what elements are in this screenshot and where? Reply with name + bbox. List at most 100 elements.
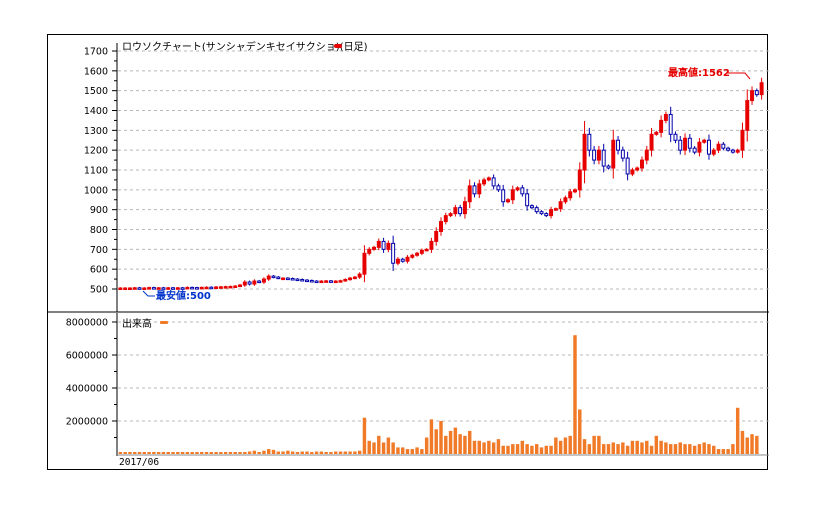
stock-chart: 500 600 700 800 900 1000 1100 1200 1300 1400 1500 1… bbox=[48, 40, 769, 468]
volume-bar bbox=[525, 444, 529, 454]
volume-bar bbox=[582, 439, 587, 454]
volume-bar bbox=[534, 444, 539, 454]
candle-body bbox=[730, 149, 735, 153]
volume-bar bbox=[573, 335, 577, 454]
candle-body bbox=[616, 139, 621, 151]
candle-body bbox=[678, 139, 683, 151]
volume-bar bbox=[267, 449, 271, 454]
candle-body bbox=[118, 287, 123, 291]
candle-body bbox=[204, 286, 209, 290]
volume-bar bbox=[367, 440, 371, 454]
candle-body bbox=[247, 281, 252, 285]
lowest-price-leader bbox=[142, 290, 155, 297]
candle-body bbox=[525, 193, 530, 207]
volume-bar bbox=[128, 452, 132, 454]
candle-body bbox=[142, 287, 147, 291]
volume-bar bbox=[558, 440, 563, 454]
volume-bar bbox=[314, 451, 319, 454]
volume-bar bbox=[487, 440, 491, 454]
price-tick-label: 600 bbox=[90, 265, 108, 276]
volume-bar bbox=[142, 452, 147, 454]
volume-bar bbox=[721, 449, 726, 454]
candle-body bbox=[501, 189, 506, 203]
candle-body bbox=[309, 279, 314, 283]
volume-bar bbox=[286, 450, 290, 454]
volume-bar bbox=[592, 435, 596, 454]
candles bbox=[118, 77, 764, 291]
volume-bar bbox=[152, 452, 156, 454]
price-tick-label: 1500 bbox=[84, 86, 108, 97]
volume-bar bbox=[716, 449, 721, 454]
volume-bar bbox=[678, 442, 682, 454]
volume-bar bbox=[482, 442, 486, 454]
volume-bar bbox=[214, 452, 218, 454]
candle-body bbox=[573, 189, 577, 193]
volume-bar bbox=[204, 452, 209, 454]
volume-bar bbox=[453, 427, 458, 454]
volume-bar bbox=[238, 452, 242, 454]
volume-bar bbox=[668, 444, 673, 454]
candle-body bbox=[338, 280, 343, 283]
volume-bar bbox=[166, 452, 170, 454]
candle-body bbox=[405, 256, 410, 262]
price-tick-label: 700 bbox=[90, 245, 108, 256]
candle-body bbox=[233, 285, 238, 289]
candle-body bbox=[319, 280, 324, 284]
candle-body bbox=[635, 167, 640, 171]
candle-body bbox=[711, 149, 716, 155]
candle-body bbox=[754, 90, 759, 96]
candle-body bbox=[185, 286, 190, 290]
volume-bar bbox=[257, 452, 261, 454]
candle-body bbox=[400, 258, 405, 262]
volume-bar bbox=[640, 442, 644, 454]
candle-body bbox=[166, 287, 171, 290]
candle-body bbox=[242, 281, 247, 286]
volume-bar bbox=[472, 440, 477, 454]
candle-body bbox=[372, 246, 376, 250]
candle-body bbox=[663, 113, 668, 121]
candle-body bbox=[266, 275, 271, 280]
candle-body bbox=[367, 248, 372, 254]
volume-legend-swatch bbox=[160, 321, 168, 324]
candle-body bbox=[410, 254, 415, 258]
volume-bar bbox=[539, 447, 544, 454]
volume-tick-label: 8000000 bbox=[66, 318, 108, 329]
volume-bar bbox=[434, 429, 438, 454]
candle-body bbox=[596, 149, 601, 161]
candle-body bbox=[348, 277, 353, 281]
candle-body bbox=[745, 100, 750, 131]
candle-body bbox=[132, 287, 137, 290]
candle-body bbox=[391, 242, 396, 264]
candle-body bbox=[750, 90, 755, 102]
volume-chart-title: 出来高 bbox=[122, 317, 152, 330]
candle-body bbox=[209, 286, 214, 290]
volume-bar bbox=[176, 452, 180, 454]
volume-bar bbox=[410, 449, 415, 454]
volume-bar bbox=[420, 449, 424, 454]
candle-body bbox=[285, 277, 290, 281]
candle-body bbox=[486, 177, 491, 181]
candle-body bbox=[458, 207, 463, 215]
volume-bar bbox=[386, 437, 391, 454]
candle-body bbox=[424, 248, 429, 252]
candle-body bbox=[314, 280, 319, 284]
volume-bar bbox=[726, 449, 730, 454]
candle-body bbox=[692, 147, 697, 153]
candle-body bbox=[453, 207, 458, 215]
candle-body bbox=[740, 129, 745, 151]
candle-body bbox=[735, 149, 740, 153]
candle-body bbox=[668, 113, 673, 135]
volume-bar bbox=[185, 452, 190, 454]
candle-body bbox=[462, 201, 467, 215]
candle-body bbox=[127, 287, 132, 291]
volume-bar bbox=[223, 452, 228, 454]
volume-bar bbox=[247, 451, 252, 454]
candle-body bbox=[305, 279, 309, 283]
price-tick-label: 500 bbox=[90, 285, 108, 296]
candle-body bbox=[261, 278, 266, 283]
volume-bar bbox=[415, 447, 419, 454]
candle-body bbox=[683, 137, 688, 151]
price-grid bbox=[118, 50, 769, 290]
candle-body bbox=[620, 149, 625, 159]
candle-body bbox=[180, 287, 185, 290]
